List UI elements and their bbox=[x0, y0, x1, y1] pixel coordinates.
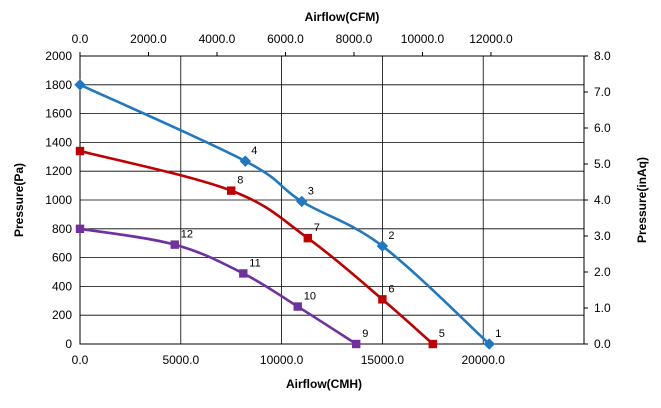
x2-tick-label: 8000.0 bbox=[336, 32, 373, 46]
x-tick-label: 0.0 bbox=[72, 353, 89, 367]
data-point-label: 2 bbox=[388, 230, 394, 242]
y2-tick-label: 6.0 bbox=[594, 121, 611, 135]
series-layer: 4 3 2 1 8 7 6 5 12 11 10 9 bbox=[74, 79, 501, 350]
data-point-marker bbox=[483, 338, 495, 350]
data-point-marker bbox=[75, 224, 85, 233]
data-point-label: 6 bbox=[388, 283, 394, 295]
data-point-marker bbox=[75, 146, 85, 156]
data-point-label: 11 bbox=[249, 257, 260, 269]
x2-axis-title: Airflow(CFM) bbox=[305, 10, 380, 24]
x2-tick-label: 6000.0 bbox=[267, 32, 304, 46]
y2-tick-label: 8.0 bbox=[594, 49, 611, 63]
data-point-label: 5 bbox=[439, 328, 445, 340]
data-point-marker bbox=[378, 295, 387, 304]
data-point-label: 1 bbox=[495, 328, 501, 340]
y-tick-label: 400 bbox=[52, 279, 72, 293]
series-3: 12 11 10 9 bbox=[75, 224, 368, 349]
y2-tick-label: 4.0 bbox=[594, 193, 611, 207]
x2-tick-label: 10000.0 bbox=[401, 32, 445, 46]
data-point-label: 10 bbox=[304, 291, 316, 303]
data-point-label: 7 bbox=[314, 222, 320, 234]
y-tick-label: 2000 bbox=[45, 49, 72, 63]
y2-tick-label: 2.0 bbox=[594, 265, 611, 279]
data-point-marker bbox=[74, 79, 86, 91]
data-point-marker bbox=[351, 339, 361, 349]
x-tick-label: 5000.0 bbox=[162, 353, 199, 367]
x-axis-title: Airflow(CMH) bbox=[286, 377, 362, 391]
y-axis-title: Pressure(Pa) bbox=[12, 163, 26, 237]
series-2: 8 7 6 5 bbox=[75, 146, 445, 349]
data-point-marker bbox=[170, 240, 179, 249]
tick-labels: 02004006008001000120014001600180020000.0… bbox=[45, 32, 611, 367]
y-tick-label: 600 bbox=[52, 251, 72, 265]
x-tick-label: 15000.0 bbox=[361, 353, 405, 367]
data-point-marker bbox=[293, 302, 302, 311]
data-point-marker bbox=[296, 195, 308, 208]
y2-tick-label: 1.0 bbox=[594, 301, 611, 315]
data-point-label: 9 bbox=[362, 328, 368, 340]
x2-tick-label: 0.0 bbox=[72, 32, 89, 46]
y2-tick-label: 0.0 bbox=[594, 337, 611, 351]
data-point-marker bbox=[227, 186, 236, 195]
data-point-marker bbox=[239, 155, 252, 167]
y-tick-label: 0 bbox=[65, 337, 72, 351]
series-line bbox=[79, 83, 491, 345]
y-tick-label: 1600 bbox=[45, 107, 72, 121]
x2-tick-label: 4000.0 bbox=[199, 32, 236, 46]
data-point-marker bbox=[303, 233, 313, 243]
y2-tick-label: 5.0 bbox=[594, 157, 611, 171]
y-tick-label: 200 bbox=[52, 308, 72, 322]
y2-tick-label: 7.0 bbox=[594, 85, 611, 99]
y-tick-label: 1800 bbox=[45, 78, 72, 92]
x-tick-label: 10000.0 bbox=[260, 353, 304, 367]
y-tick-label: 1200 bbox=[45, 164, 72, 178]
y-tick-label: 1000 bbox=[45, 193, 72, 207]
x2-tick-label: 12000.0 bbox=[469, 32, 513, 46]
grid bbox=[79, 55, 584, 345]
data-point-label: 8 bbox=[237, 175, 243, 187]
y2-axis-title: Pressure(inAq) bbox=[635, 157, 649, 243]
series-1: 4 3 2 1 bbox=[74, 79, 501, 350]
y-tick-label: 1400 bbox=[45, 135, 72, 149]
data-point-marker bbox=[428, 339, 437, 349]
y-tick-label: 800 bbox=[52, 222, 72, 236]
data-point-label: 4 bbox=[251, 145, 257, 157]
x2-tick-label: 2000.0 bbox=[130, 32, 167, 46]
data-point-label: 3 bbox=[308, 185, 314, 197]
y2-tick-label: 3.0 bbox=[594, 229, 611, 243]
x-tick-label: 20000.0 bbox=[462, 353, 506, 367]
series-line bbox=[79, 149, 434, 345]
data-point-marker bbox=[376, 240, 389, 252]
data-point-label: 12 bbox=[181, 229, 193, 241]
data-point-marker bbox=[239, 269, 248, 278]
